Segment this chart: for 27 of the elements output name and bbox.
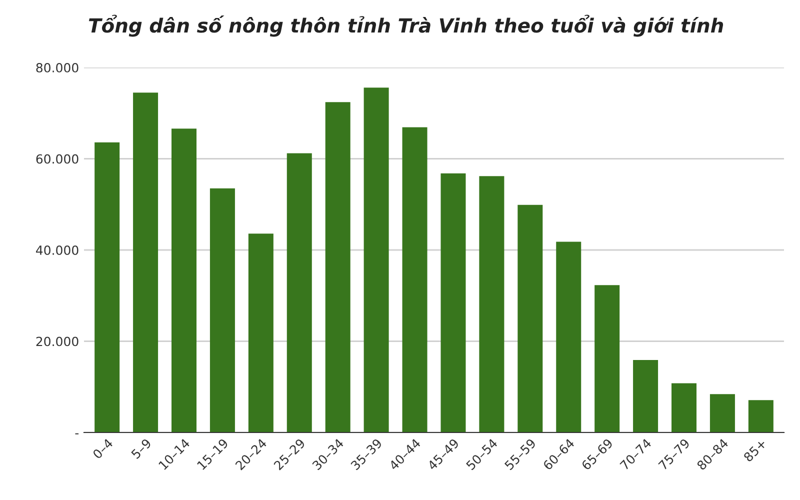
bar [248,234,274,432]
bar [556,242,582,432]
bar [94,142,120,432]
y-tick-label: 40.000 [36,245,78,255]
bar [710,394,735,432]
bar [210,188,235,432]
bar [172,128,196,432]
x-tick-label: 0–4 [92,438,114,460]
bar [440,173,466,432]
bar [286,153,312,432]
bar [364,88,389,432]
y-tick-label: 80.000 [36,62,78,72]
bar [672,383,696,432]
bar [479,176,504,432]
bar [594,285,620,432]
bar [402,127,428,432]
x-tick-label: 85+ [743,438,767,462]
bar [325,102,350,432]
y-tick-label: 60.000 [36,154,78,164]
bar [748,400,774,432]
chart-title: Tổng dân số nông thôn tỉnh Trà Vinh theo tuổi và giới tính [88,14,724,37]
x-tick-label: 5–9 [130,438,152,460]
y-tick-label: - [75,433,79,434]
bar [133,92,158,432]
bar [518,204,543,432]
y-tick-label: 20.000 [36,336,78,346]
bar [633,360,658,432]
